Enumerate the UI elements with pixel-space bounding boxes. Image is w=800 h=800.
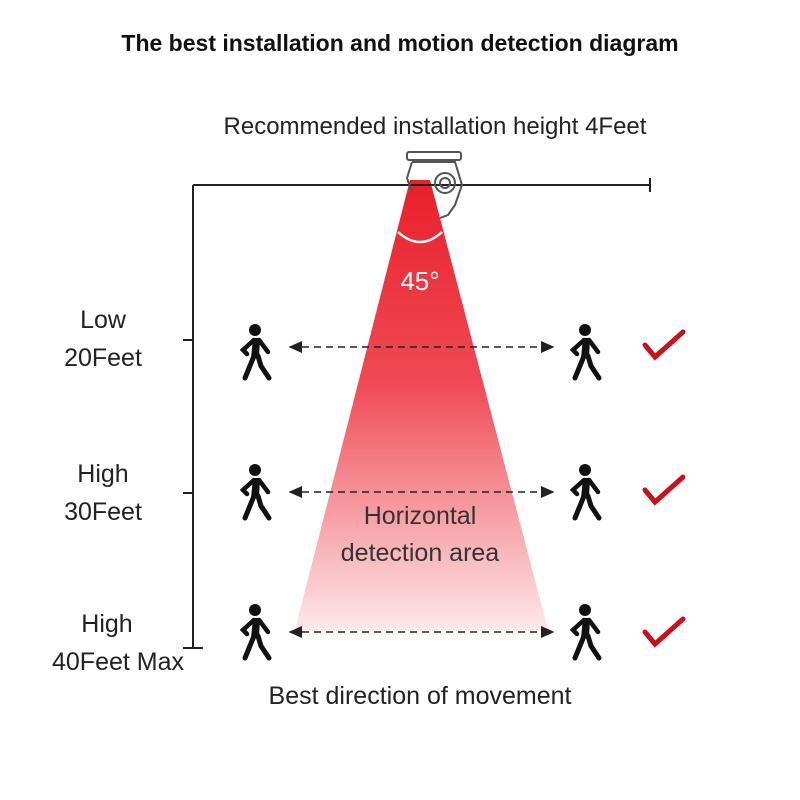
detection-cone bbox=[295, 180, 548, 630]
row-2 bbox=[243, 464, 686, 518]
level-distance: 20Feet bbox=[64, 344, 142, 372]
level-label-high-40: High 40Feet Max bbox=[18, 605, 218, 681]
walking-person-icon bbox=[573, 464, 599, 518]
movement-direction-label: Best direction of movement bbox=[268, 682, 572, 710]
diagram-title: The best installation and motion detecti… bbox=[121, 30, 679, 56]
level-label-high-30: High 30Feet bbox=[3, 455, 203, 531]
walking-person-icon bbox=[243, 464, 269, 518]
sensor-light-icon bbox=[405, 151, 464, 219]
walking-person-icon bbox=[573, 324, 599, 378]
angle-arc bbox=[397, 231, 443, 244]
checkmark-icon bbox=[642, 329, 686, 361]
level-label-low: Low 20Feet bbox=[3, 301, 203, 377]
walking-person-icon bbox=[243, 324, 269, 378]
area-label-line2: detection area bbox=[340, 539, 500, 567]
installation-height-label: Recommended installation height 4Feet bbox=[223, 113, 647, 140]
level-name: High bbox=[81, 610, 133, 638]
row-3 bbox=[243, 604, 686, 658]
walking-person-icon bbox=[243, 604, 269, 658]
height-axis bbox=[183, 178, 651, 649]
level-name: High bbox=[77, 460, 129, 488]
level-name: Low bbox=[80, 306, 126, 334]
detection-area-label: Horizontal detection area bbox=[280, 498, 560, 572]
row-1 bbox=[243, 324, 686, 378]
walking-person-icon bbox=[573, 604, 599, 658]
checkmark-icon bbox=[642, 616, 686, 648]
level-distance: 40Feet Max bbox=[51, 648, 184, 676]
angle-label: 45° bbox=[400, 266, 440, 296]
level-distance: 30Feet bbox=[64, 498, 142, 526]
checkmark-icon bbox=[642, 474, 686, 506]
area-label-line1: Horizontal bbox=[363, 502, 477, 530]
